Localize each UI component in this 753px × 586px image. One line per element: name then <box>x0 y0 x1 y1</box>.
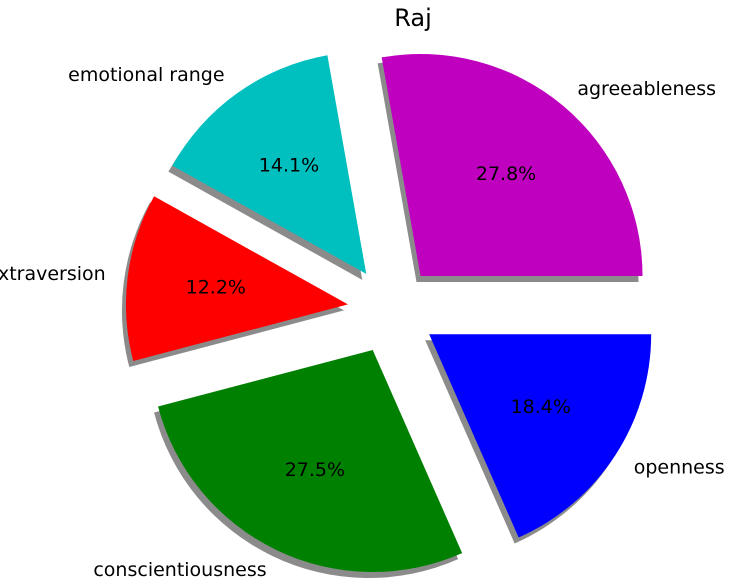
slice-openness <box>429 334 652 538</box>
slice-label-conscientiousness: conscientiousness <box>93 559 266 581</box>
slice-labels: 27.8% agreeableness 14.1% emotional range 12… <box>0 64 725 581</box>
slice-agreeableness <box>381 53 643 276</box>
slice-percent-extraversion: 12.2% <box>186 277 246 299</box>
slice-percent-openness: 18.4% <box>511 396 571 418</box>
slice-percent-agreeableness: 27.8% <box>476 163 536 185</box>
slice-extraversion <box>125 196 348 361</box>
slice-label-openness: openness <box>634 457 725 479</box>
slice-wedges <box>125 53 652 572</box>
slice-label-extraversion: extraversion <box>0 263 106 285</box>
chart-title: Raj <box>394 4 432 32</box>
slice-emotional-range <box>172 55 367 274</box>
slice-conscientiousness <box>158 349 463 572</box>
slice-label-emotional-range: emotional range <box>68 64 224 86</box>
slice-label-agreeableness: agreeableness <box>577 78 716 100</box>
slice-percent-conscientiousness: 27.5% <box>285 459 345 481</box>
slice-percent-emotional-range: 14.1% <box>259 154 319 176</box>
